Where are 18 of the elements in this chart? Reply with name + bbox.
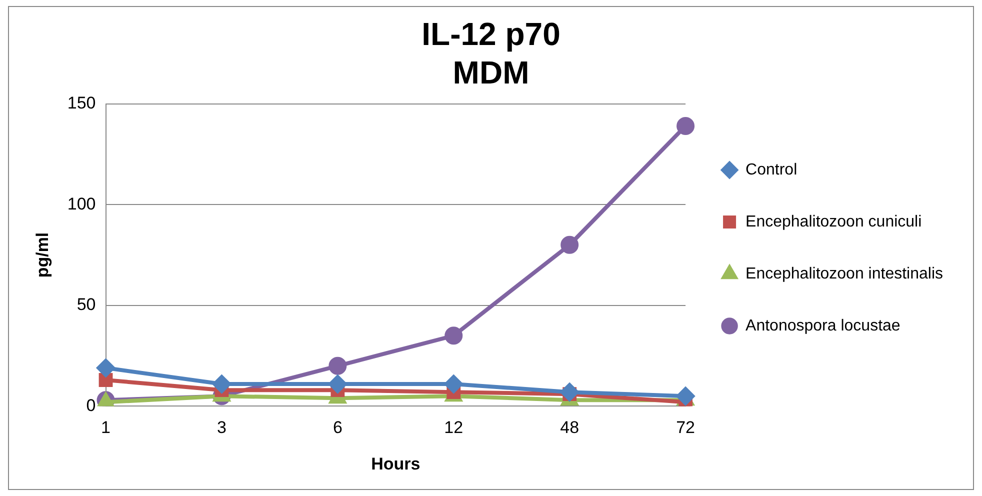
y-tick-label: 150 — [67, 93, 96, 112]
y-tick-label: 50 — [76, 295, 96, 314]
x-tick-label: 3 — [216, 418, 226, 438]
x-tick-label: 48 — [560, 418, 580, 438]
x-axis-title: Hours — [371, 454, 420, 474]
y-tick-label: 100 — [67, 194, 96, 214]
text: IL-12 p70 — [422, 16, 560, 52]
y-axis-title: pg/ml — [32, 232, 52, 278]
y-tick-label: 0 — [86, 396, 96, 415]
x-tick-label: 12 — [444, 418, 464, 438]
legend-label: Encephalitozoon cuniculi — [746, 213, 922, 230]
text: MDM — [452, 54, 530, 90]
legend-label: Antonospora locustae — [746, 317, 900, 334]
x-tick-label: 6 — [332, 418, 342, 438]
x-tick-label: 1 — [101, 418, 110, 438]
x-tick-label: 72 — [676, 418, 695, 438]
legend-label: Control — [746, 161, 798, 178]
legend-label: Encephalitozoon intestinalis — [746, 265, 944, 282]
